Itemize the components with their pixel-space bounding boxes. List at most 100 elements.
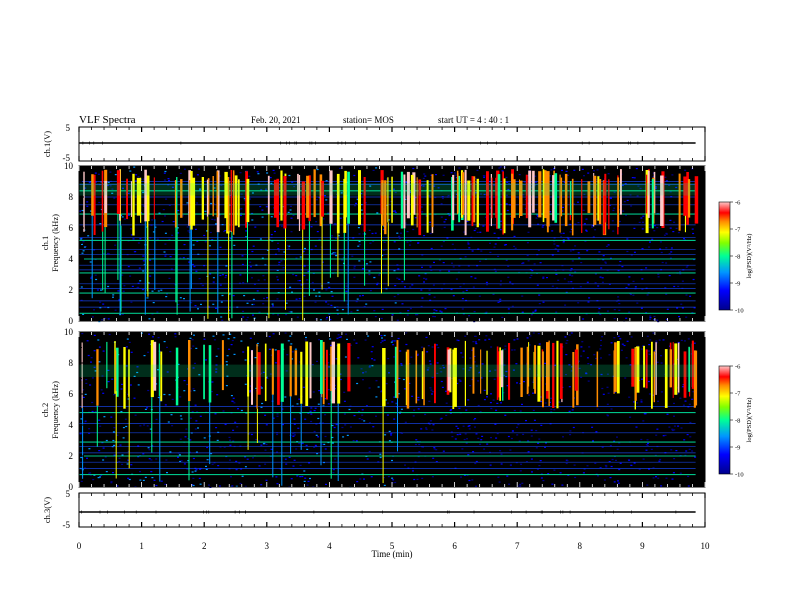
noise-cell [637,345,640,347]
noise-cell [287,340,290,342]
spike-tail [330,391,332,479]
noise-cell [677,232,680,234]
chorus-element [191,177,196,226]
noise-cell [299,256,302,258]
noise-cell [414,217,417,219]
noise-cell [191,339,194,341]
noise-cell [81,252,84,254]
noise-cell [205,465,207,467]
noise-cell [537,442,540,444]
chorus-element [631,348,635,387]
noise-cell [80,418,83,420]
noise-cell [137,282,140,284]
noise-cell [228,293,231,295]
noise-cell [594,229,597,231]
noise-cell [113,444,116,446]
noise-cell [416,354,419,356]
noise-cell [134,251,137,253]
noise-cell [111,378,114,380]
noise-cell [105,471,108,473]
noise-cell [318,238,321,240]
noise-cell [102,459,105,461]
ch1-spectrogram-image [79,166,699,323]
noise-cell [238,462,241,464]
noise-cell [221,319,224,321]
noise-cell [680,303,683,305]
noise-cell [235,469,238,471]
spike-tail [154,219,156,290]
noise-cell [364,339,367,341]
spike-tail [290,396,292,454]
noise-cell [112,439,115,442]
noise-cell [686,434,689,436]
noise-cell [353,415,356,417]
chorus-element [683,176,687,216]
noise-cell [596,408,599,410]
noise-cell [506,475,509,477]
noise-cell [353,276,356,278]
noise-cell [362,372,365,374]
noise-cell [376,212,379,214]
chorus-element [264,343,267,402]
noise-cell [174,333,177,335]
noise-cell [685,266,688,268]
chorus-element [461,172,465,215]
noise-cell [671,429,674,432]
noise-cell [180,418,183,420]
noise-cell [223,230,226,233]
noise-cell [328,182,331,184]
noise-cell [262,443,265,445]
noise-cell [433,447,436,449]
noise-cell [480,250,483,252]
noise-cell [331,442,334,444]
noise-cell [356,198,359,200]
noise-cell [499,166,502,168]
noise-cell [583,175,585,177]
noise-cell [465,442,468,444]
chorus-element [381,180,384,226]
noise-cell [210,202,213,205]
noise-cell [474,341,477,343]
noise-cell [219,274,222,277]
noise-cell [467,241,470,243]
noise-cell [535,447,538,449]
spike-tail [268,214,270,319]
noise-cell [146,407,149,409]
noise-cell [479,443,482,445]
noise-cell [607,392,610,394]
spike-tail [147,227,149,297]
noise-cell [504,345,507,347]
chorus-element [496,346,499,400]
noise-cell [582,350,585,352]
spike-tail [403,228,405,281]
noise-cell [557,250,560,252]
noise-cell [257,183,260,185]
chorus-element [546,342,550,391]
spike-tail [102,231,104,291]
noise-cell [277,242,279,244]
noise-cell [254,226,257,228]
noise-cell [646,335,649,337]
noise-cell [490,407,493,410]
noise-cell [656,319,659,321]
noise-cell [625,287,628,289]
noise-cell [307,480,310,482]
chorus-element [694,350,698,406]
noise-cell [499,300,502,302]
noise-cell [391,314,394,316]
noise-cell [544,362,547,364]
noise-cell [317,436,320,438]
noise-cell [363,306,366,308]
noise-cell [406,241,409,243]
chorus-element [136,177,141,216]
noise-cell [270,216,273,218]
noise-cell [326,316,328,319]
noise-cell [494,243,497,245]
noise-cell [131,285,134,287]
noise-cell [648,226,651,228]
noise-cell [467,243,470,245]
noise-cell [431,391,434,393]
noise-cell [318,390,321,392]
noise-cell [506,181,509,183]
noise-cell [295,298,298,300]
